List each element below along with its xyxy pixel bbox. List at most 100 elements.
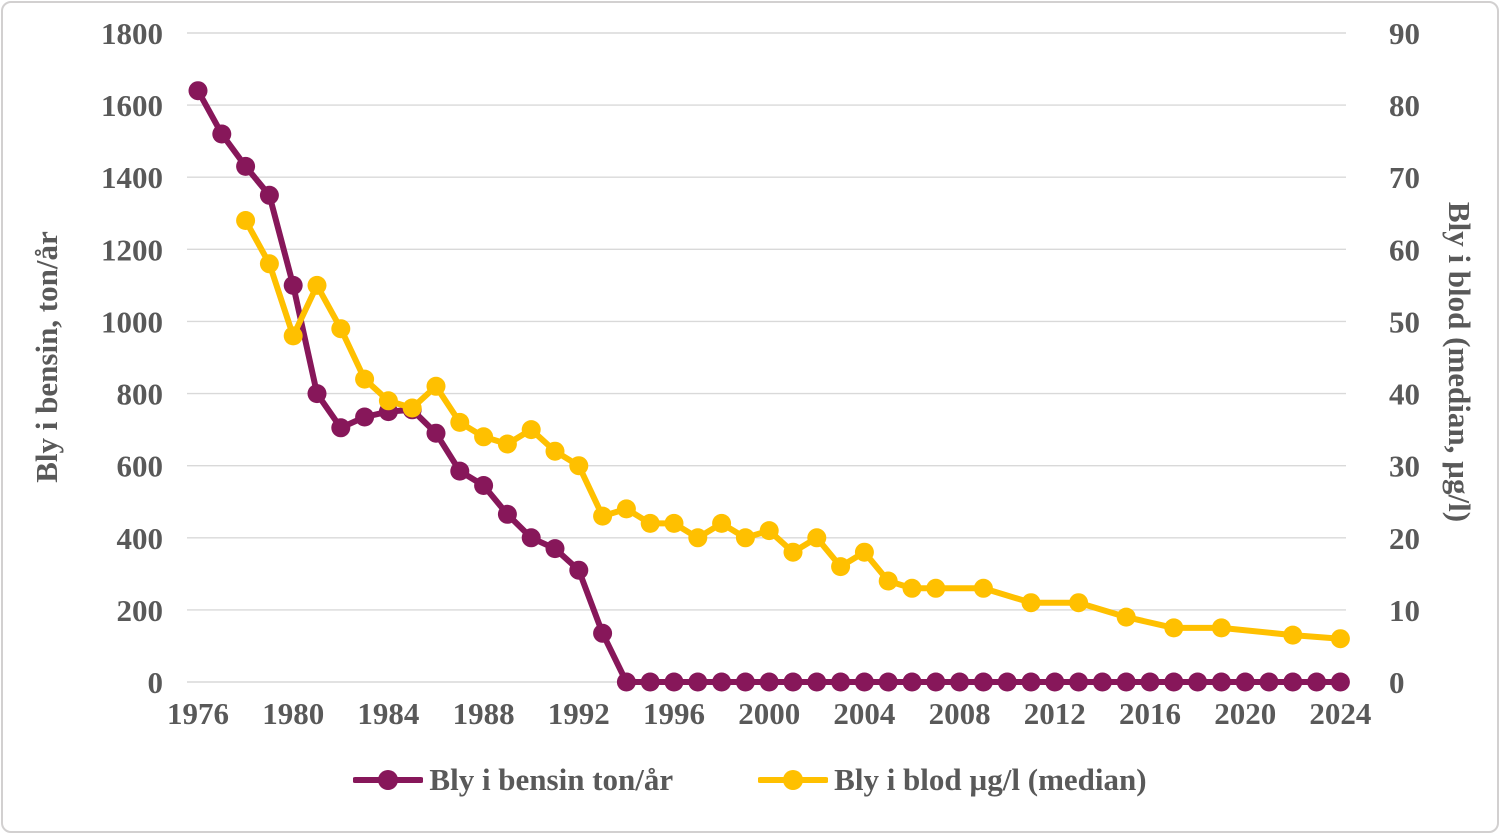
left-tick-label: 1200 — [101, 232, 163, 267]
data-point — [521, 420, 541, 440]
data-point — [402, 398, 422, 418]
data-point — [1092, 672, 1112, 692]
x-tick-label: 1996 — [643, 696, 705, 731]
data-point — [1330, 672, 1350, 692]
data-point — [497, 434, 517, 454]
data-point — [236, 211, 256, 230]
right-tick-label: 70 — [1389, 160, 1420, 195]
data-point — [878, 672, 898, 692]
x-axis-tick-labels: 1976 1980 1984 1988 1992 1996 2000 2004 2008 2012… — [167, 696, 1371, 731]
data-point — [355, 369, 375, 389]
data-point — [1021, 672, 1041, 692]
data-point — [926, 672, 946, 692]
data-point — [807, 672, 827, 692]
x-tick-label: 2024 — [1309, 696, 1371, 731]
data-point — [902, 672, 922, 692]
right-tick-label: 50 — [1389, 304, 1420, 339]
data-point — [1211, 672, 1231, 692]
data-point — [759, 521, 779, 541]
x-tick-label: 2012 — [1024, 696, 1086, 731]
data-point — [735, 528, 755, 548]
left-tick-label: 1400 — [101, 160, 163, 195]
data-point — [545, 539, 565, 559]
data-point — [616, 499, 636, 519]
data-point — [640, 672, 660, 692]
left-axis-title: Bly i bensin, ton/år — [29, 231, 64, 483]
data-point — [212, 124, 232, 144]
data-point — [712, 513, 732, 533]
data-point — [450, 461, 470, 481]
data-point — [569, 456, 589, 476]
data-point — [283, 275, 303, 295]
data-point — [1188, 672, 1208, 692]
right-axis-title: Bly i blod (median, µg/l) — [1442, 202, 1477, 522]
left-tick-label: 1600 — [101, 88, 163, 123]
series-line — [242, 217, 1344, 642]
data-point — [1164, 672, 1184, 692]
data-point — [259, 254, 279, 274]
data-point — [973, 578, 993, 598]
data-point — [807, 528, 827, 548]
data-point — [1045, 672, 1065, 692]
series-bensin — [188, 81, 1350, 692]
data-point — [474, 476, 494, 495]
series-blod — [236, 211, 1350, 649]
right-tick-label: 10 — [1389, 593, 1420, 628]
x-tick-label: 2000 — [738, 696, 800, 731]
left-tick-label: 800 — [117, 377, 164, 412]
data-point — [331, 418, 351, 438]
data-point — [712, 672, 732, 692]
gridlines — [187, 32, 1346, 683]
plot-series — [188, 81, 1350, 692]
x-tick-label: 2008 — [929, 696, 991, 731]
data-point — [593, 506, 613, 526]
legend-marker-bensin-icon — [353, 769, 424, 790]
data-point — [521, 528, 541, 548]
data-point — [902, 578, 922, 598]
x-tick-label: 1980 — [262, 696, 324, 731]
data-point — [1211, 618, 1231, 638]
data-point — [545, 441, 565, 461]
legend-item-bensin: Bly i bensin ton/år — [353, 764, 673, 795]
data-point — [1069, 593, 1089, 613]
data-point — [1307, 672, 1327, 692]
data-point — [236, 156, 256, 176]
data-point — [1116, 672, 1136, 692]
data-point — [1164, 618, 1184, 638]
data-point — [426, 376, 446, 396]
right-tick-label: 20 — [1389, 521, 1420, 556]
data-point — [854, 672, 874, 692]
legend-marker-blod-icon — [758, 769, 829, 790]
left-tick-label: 1800 — [101, 16, 163, 51]
data-point — [664, 672, 684, 692]
data-point — [926, 578, 946, 598]
x-tick-label: 2020 — [1214, 696, 1276, 731]
data-point — [307, 384, 327, 404]
x-tick-label: 2004 — [833, 696, 895, 731]
data-point — [355, 407, 375, 427]
data-point — [378, 391, 398, 411]
data-point — [1283, 625, 1303, 645]
data-point — [688, 528, 708, 548]
x-tick-label: 1984 — [357, 696, 419, 731]
data-point — [735, 672, 755, 692]
data-point — [1235, 672, 1255, 692]
data-point — [831, 557, 851, 577]
data-point — [1330, 629, 1350, 649]
right-tick-label: 90 — [1389, 16, 1420, 51]
right-tick-label: 0 — [1389, 665, 1405, 700]
data-point — [997, 672, 1017, 692]
data-point — [973, 672, 993, 692]
x-tick-label: 1988 — [453, 696, 515, 731]
data-point — [1116, 607, 1136, 627]
data-point — [593, 623, 613, 643]
data-point — [1021, 593, 1041, 613]
data-point — [783, 542, 803, 562]
legend-item-blod: Bly i blod µg/l (median) — [758, 762, 1147, 797]
legend-label-blod: Bly i blod µg/l (median) — [834, 762, 1147, 797]
data-point — [474, 427, 494, 447]
data-point — [188, 81, 208, 101]
left-tick-label: 200 — [117, 593, 164, 628]
right-tick-label: 60 — [1389, 232, 1420, 267]
data-point — [497, 504, 517, 524]
